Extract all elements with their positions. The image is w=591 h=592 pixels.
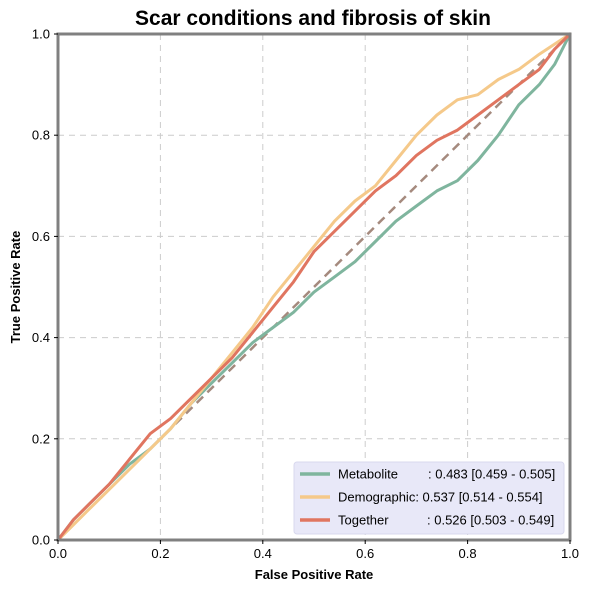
y-tick-label: 0.0 xyxy=(32,533,50,548)
legend: Metabolite : 0.483 [0.459 - 0.505] Demogra… xyxy=(293,461,565,535)
series-line-metabolite xyxy=(56,32,572,542)
legend-label-metabolite: Metabolite xyxy=(338,467,398,482)
y-tick-label: 0.8 xyxy=(32,128,50,143)
x-tick-label: 0.4 xyxy=(254,546,272,561)
y-tick-label: 1.0 xyxy=(32,27,50,42)
y-axis-label: True Positive Rate xyxy=(8,231,23,344)
x-tick-label: 1.0 xyxy=(561,546,579,561)
chart-title: Scar conditions and fibrosis of skin xyxy=(135,7,491,30)
legend-value-metabolite: : 0.483 [0.459 - 0.505] xyxy=(428,467,555,482)
y-tick-label: 0.6 xyxy=(32,229,50,244)
legend-box xyxy=(293,461,565,535)
ticks: 0.0 0.2 0.4 0.6 0.8 1.0 0.0 0.2 0.4 0.6 0.8 1.0 xyxy=(32,27,579,562)
x-tick-label: 0.2 xyxy=(151,546,169,561)
series-line-demographic xyxy=(56,32,572,542)
x-tick-label: 0.6 xyxy=(356,546,374,561)
y-tick-label: 0.2 xyxy=(32,431,50,446)
legend-label-together: Together xyxy=(338,513,389,528)
grid xyxy=(58,34,570,540)
series-line-together xyxy=(56,32,572,542)
x-axis-label: False Positive Rate xyxy=(255,567,374,582)
legend-value-demographic: : 0.537 [0.514 - 0.554] xyxy=(415,490,542,505)
series-layer xyxy=(56,32,572,542)
legend-label-demographic: Demographic xyxy=(338,490,416,505)
x-tick-label: 0.8 xyxy=(459,546,477,561)
legend-value-together: : 0.526 [0.503 - 0.549] xyxy=(427,513,554,528)
x-tick-label: 0.0 xyxy=(49,546,67,561)
plot-frame xyxy=(56,32,572,542)
y-tick-label: 0.4 xyxy=(32,330,50,345)
